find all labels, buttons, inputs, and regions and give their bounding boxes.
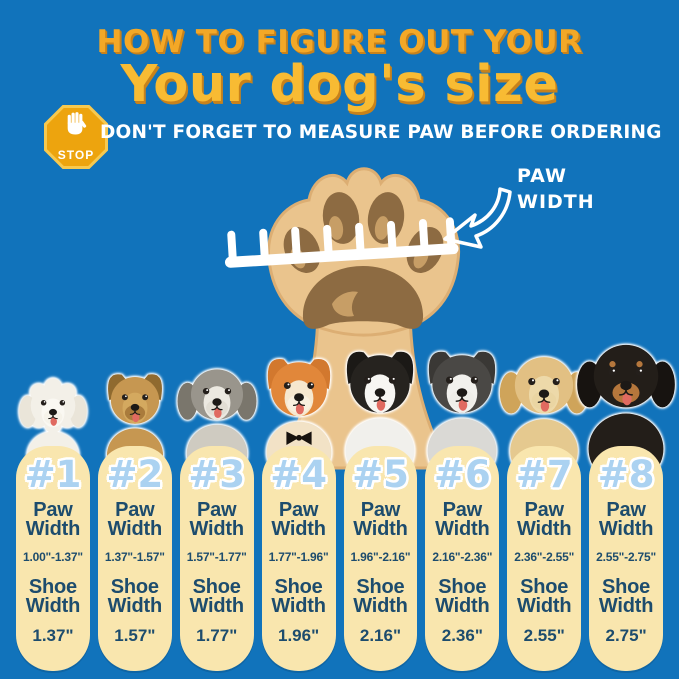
size-column-6: #6 Paw Width 2.16"-2.36" Shoe Width 2.36…: [425, 351, 500, 671]
paw-width-range: 1.00"-1.37": [22, 550, 83, 564]
size-column-2: #2 Paw Width 1.37"-1.57" Shoe Width 1.57…: [97, 374, 172, 671]
stop-label: STOP: [57, 148, 95, 162]
shoe-width-value: 1.96": [277, 626, 320, 645]
size-column-1: #1 Paw Width 1.00"-1.37" Shoe Width 1.37…: [16, 378, 90, 671]
shoe-width-label: Shoe Width: [271, 576, 326, 617]
stop-sign-icon: STOP: [44, 105, 108, 169]
paw-width-label: Paw Width: [353, 499, 408, 540]
size-number: #6: [433, 453, 491, 496]
shoe-width-label: Shoe Width: [517, 576, 572, 617]
paw-width-label: Paw Width: [271, 499, 326, 540]
size-number: #7: [515, 453, 573, 496]
size-number: #4: [270, 453, 327, 496]
size-number: #2: [106, 453, 164, 496]
size-number: #8: [597, 453, 655, 496]
size-column-4: #4 Paw Width 1.77"-1.96" Shoe Width 1.96…: [261, 358, 336, 671]
shoe-width-label: Shoe Width: [189, 576, 245, 617]
title-line2: Your dog's size: [120, 55, 559, 114]
paw-width-range: 1.57"-1.77": [186, 550, 247, 564]
shoe-width-label: Shoe Width: [25, 576, 81, 617]
shoe-width-value: 1.77": [196, 626, 238, 645]
ruler-comb-icon: [224, 217, 459, 268]
paw-width-range: 2.16"-2.36": [432, 550, 493, 564]
size-number: #3: [188, 453, 246, 496]
shoe-width-label: Shoe Width: [598, 576, 654, 617]
title-line1: HOW TO FIGURE OUT YOUR: [96, 24, 583, 60]
size-column-3: #3 Paw Width 1.57"-1.77" Shoe Width 1.77…: [177, 369, 257, 671]
size-column-7: #7 Paw Width 2.36"-2.55" Shoe Width 2.55…: [500, 357, 589, 671]
paw-width-range: 1.37"-1.57": [104, 550, 165, 564]
size-column-5: #5 Paw Width 1.96"-2.16" Shoe Width 2.16…: [343, 351, 418, 671]
paw-width-range: 1.96"-2.16": [350, 550, 411, 564]
paw-width-label: Paw Width: [517, 499, 572, 540]
shoe-width-label: Shoe Width: [435, 576, 490, 617]
paw-width-range: 2.36"-2.55": [514, 550, 575, 564]
size-number: #5: [352, 453, 409, 496]
shoe-width-value: 2.55": [523, 626, 565, 645]
size-number: #1: [24, 453, 82, 496]
shoe-width-value: 1.57": [114, 626, 156, 645]
shoe-width-label: Shoe Width: [107, 576, 163, 617]
shoe-width-value: 2.36": [441, 626, 483, 645]
shoe-width-value: 1.37": [32, 626, 74, 645]
paw-width-range: 2.55"-2.75": [596, 550, 656, 564]
curved-arrow-icon: [443, 187, 512, 249]
paw-width-label: Paw Width: [189, 499, 245, 540]
paw-width-label: Paw Width: [25, 499, 81, 540]
warning-text: DON'T FORGET TO MEASURE PAW BEFORE ORDER…: [100, 122, 662, 143]
size-column-8: #8 Paw Width 2.55"-2.75" Shoe Width 2.75…: [577, 344, 675, 671]
size-chart: #1 Paw Width 1.00"-1.37" Shoe Width 1.37…: [16, 344, 675, 671]
paw-width-range: 1.77"-1.96": [268, 550, 329, 564]
paw-width-label: Paw Width: [598, 499, 654, 540]
paw-width-label: Paw Width: [435, 499, 490, 540]
shoe-width-value: 2.16": [359, 626, 402, 645]
paw-width-label: Paw Width: [107, 499, 163, 540]
hand-icon: [67, 112, 87, 135]
paw-width-callout: PAW WIDTH: [517, 165, 595, 213]
shoe-width-value: 2.75": [605, 626, 647, 645]
shoe-width-label: Shoe Width: [353, 576, 408, 617]
